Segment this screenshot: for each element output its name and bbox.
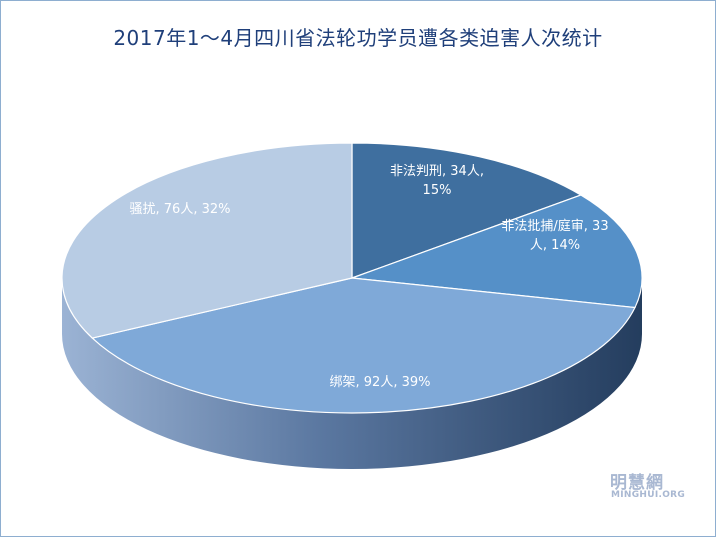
- pie-slice-3: [91, 277, 636, 414]
- data-label-3: 绑架, 92人, 39%: [330, 375, 431, 390]
- pie-slice-4: [61, 142, 353, 339]
- pie-slice-1: [351, 142, 583, 279]
- watermark-site: MINGHUI.ORG: [611, 490, 686, 500]
- data-label-1: 非法判刑, 34人, 15%: [390, 164, 484, 198]
- chart-title: 2017年1～4月四川省法轮功学员遭各类迫害人次统计: [113, 26, 603, 50]
- pie-sides: [62, 278, 642, 469]
- pie-slice-2: [351, 194, 643, 309]
- data-label-2: 非法批捕/庭审, 33 人, 14%: [501, 218, 608, 253]
- data-labels: 非法判刑, 34人, 15% 非法批捕/庭审, 33 人, 14% 绑架, 92人, 3…: [130, 164, 609, 390]
- data-label-4: 骚扰, 76人, 32%: [130, 202, 231, 217]
- pie-side-wall: [62, 278, 642, 469]
- pie-slices: [61, 142, 643, 414]
- watermark-logo: 明慧網: [610, 473, 664, 493]
